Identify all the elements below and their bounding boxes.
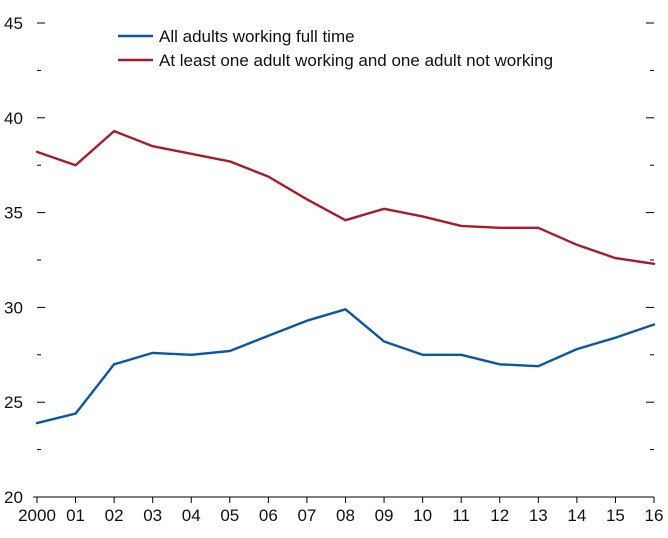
x-tick-label: 2000	[18, 506, 56, 525]
legend-label-2: At least one adult working and one adult…	[159, 51, 553, 70]
y-tick-label: 45	[4, 14, 23, 33]
x-tick-label: 12	[490, 506, 509, 525]
y-tick-label: 25	[4, 393, 23, 412]
legend-label-1: All adults working full time	[159, 27, 355, 46]
x-tick-label: 10	[413, 506, 432, 525]
axes: 2000 01 02 03 04 05 06 07 08 09 10 11 12 13 14 15 16 20 25…	[4, 14, 663, 525]
series-line-2	[35, 129, 656, 265]
x-tick-label: 07	[297, 506, 316, 525]
series-lines	[35, 129, 656, 425]
y-tick-label: 30	[4, 298, 23, 317]
y-tick-label: 40	[4, 109, 23, 128]
legend: All adults working full time At least one…	[118, 27, 553, 70]
x-tick-label: 02	[105, 506, 124, 525]
series-line-1	[35, 308, 656, 425]
y-tick-label: 20	[4, 488, 23, 507]
x-tick-label: 15	[606, 506, 625, 525]
x-tick-label: 14	[567, 506, 586, 525]
y-tick-label: 35	[4, 204, 23, 223]
x-tick-label: 09	[375, 506, 394, 525]
x-tick-label: 16	[645, 506, 664, 525]
x-tick-label: 06	[259, 506, 278, 525]
x-tick-label: 08	[336, 506, 355, 525]
x-tick-label: 13	[529, 506, 548, 525]
x-tick-label: 01	[66, 506, 85, 525]
x-tick-label: 11	[452, 506, 470, 525]
x-tick-label: 05	[220, 506, 239, 525]
x-tick-label: 03	[143, 506, 162, 525]
x-tick-label: 04	[182, 506, 201, 525]
